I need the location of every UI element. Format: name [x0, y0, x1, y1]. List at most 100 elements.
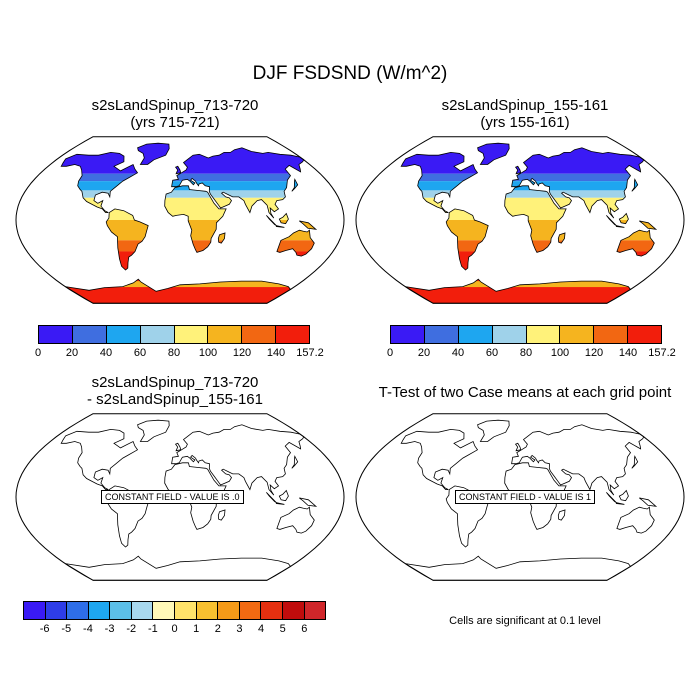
colorbar-tick-label: 60	[485, 347, 499, 359]
coastline-indonesia1	[266, 492, 277, 503]
coastline-australia	[616, 229, 655, 257]
map-boundary	[355, 413, 685, 581]
coastline-australia	[276, 506, 315, 534]
coastline-greenland	[477, 142, 510, 165]
coastline-group	[400, 419, 658, 581]
coastline-borneo	[278, 489, 289, 502]
panel1-title: s2sLandSpinup_713-720 (yrs 715-721)	[25, 97, 325, 131]
panel2-title: s2sLandSpinup_155-161 (yrs 155-161)	[375, 97, 675, 131]
panel4-constant-field-label: CONSTANT FIELD - VALUE IS 1	[455, 490, 596, 504]
colorbar-cell	[458, 326, 493, 343]
land-band-boreal	[61, 173, 316, 182]
colorbar-tick-label: -5	[61, 623, 72, 635]
colorbar-tick-label: 80	[167, 347, 181, 359]
coastline-antarctica	[405, 555, 632, 581]
colorbar-tick-label: -6	[39, 623, 50, 635]
coastline-japan	[291, 455, 299, 469]
coastline-madagascar	[217, 509, 226, 521]
coastline-northAmerica	[60, 428, 139, 490]
coastline-southAmerica	[105, 208, 149, 271]
colorbar-tick-label: 20	[417, 347, 431, 359]
coastline-africa	[164, 185, 227, 253]
coastline-antarctica	[65, 278, 292, 304]
panel2-colorbar-labels: 0 20 40 60 80 100 120 140 157.2	[387, 347, 676, 361]
colorbar-tick-label: 20	[65, 347, 79, 359]
colorbar-cell	[140, 326, 175, 343]
coastline-uk	[174, 165, 182, 175]
colorbar-cell	[153, 602, 176, 619]
coastline-europeAsia	[511, 424, 645, 496]
colorbar-tick-label: 4	[258, 623, 265, 635]
colorbar-cell	[45, 602, 68, 619]
colorbar-cell	[208, 326, 243, 343]
colorbar-cell	[261, 602, 283, 619]
colorbar-tick-label: 100	[550, 347, 570, 359]
panel3-title-line2: - s2sLandSpinup_155-161	[87, 391, 263, 408]
coastline-madagascar	[217, 232, 226, 244]
colorbar-cell	[218, 602, 240, 619]
panel3-colorbar-labels: -6 -5 -4 -3 -2 -1 0 1 2 3 4 5 6	[23, 623, 326, 637]
panel3-title-line1: s2sLandSpinup_713-720	[91, 374, 259, 391]
colorbar-tick-label: 140	[618, 347, 638, 359]
colorbar-cell	[88, 602, 111, 619]
coastline-australia	[276, 229, 315, 257]
colorbar-cell	[72, 326, 107, 343]
coastline-europeAsia	[171, 424, 305, 496]
panel1-colorbar	[38, 325, 310, 344]
colorbar-tick-label: 1	[193, 623, 200, 635]
map-boundary	[15, 136, 345, 304]
colorbar-tick-label: 40	[451, 347, 465, 359]
colorbar-cell	[391, 326, 425, 343]
panel2-colorbar	[390, 325, 662, 344]
coastline-newGuinea	[639, 220, 658, 230]
coastline-europeAsia	[511, 147, 645, 219]
coastline-indonesia2	[275, 502, 285, 505]
coastline-indonesia1	[266, 215, 277, 226]
coastline-borneo	[618, 489, 629, 502]
coastline-group	[60, 142, 318, 304]
map-boundary	[15, 413, 345, 581]
colorbar-cell	[526, 326, 561, 343]
land-band-boreal	[401, 173, 656, 182]
colorbar-cell	[492, 326, 527, 343]
coastline-uk	[514, 442, 522, 452]
coastline-northAmerica	[400, 428, 479, 490]
coastline-group	[400, 142, 658, 304]
coastline-borneo	[278, 212, 289, 225]
colorbar-tick-label: 2	[214, 623, 221, 635]
coastline-madagascar	[557, 232, 566, 244]
significance-footnote: Cells are significant at 0.1 level	[449, 615, 601, 627]
coastline-japan	[631, 455, 639, 469]
colorbar-cell	[24, 602, 46, 619]
land-band-lightblue	[61, 190, 316, 198]
coastline-greenland	[137, 419, 170, 442]
coastline-newGuinea	[639, 497, 658, 507]
coastline-greenland	[137, 142, 170, 165]
panel1-title-line1: s2sLandSpinup_713-720	[91, 97, 259, 114]
figure-title: DJF FSDSND (W/m^2)	[252, 63, 448, 84]
map-boundary	[355, 136, 685, 304]
colorbar-cell	[560, 326, 595, 343]
colorbar-tick-label: -3	[104, 623, 115, 635]
colorbar-tick-label: 80	[519, 347, 533, 359]
coastline-northAmerica	[400, 151, 479, 213]
colorbar-tick-label: 5	[279, 623, 286, 635]
colorbar-tick-label: -4	[83, 623, 93, 635]
panel3-title: s2sLandSpinup_713-720 - s2sLandSpinup_15…	[25, 374, 325, 408]
coastline-indonesia1	[606, 215, 617, 226]
panel2-title-line2: (yrs 155-161)	[480, 114, 570, 131]
colorbar-cell	[276, 326, 309, 343]
colorbar-tick-label: -1	[147, 623, 158, 635]
colorbar-tick-label: 0	[34, 347, 42, 359]
coastline-antarctica	[65, 555, 292, 581]
colorbar-tick-label: 157.2	[648, 347, 676, 359]
colorbar-tick-label: 0	[171, 623, 178, 635]
colorbar-cell	[175, 602, 197, 619]
coastline-newGuinea	[299, 220, 318, 230]
colorbar-tick-label: 157.2	[296, 347, 324, 359]
coastline-madagascar	[557, 509, 566, 521]
panel1-colorbar-labels: 0 20 40 60 80 100 120 140 157.2	[34, 347, 324, 361]
colorbar-cell	[131, 602, 154, 619]
colorbar-cell	[67, 602, 89, 619]
coastline-indonesia2	[275, 225, 285, 228]
